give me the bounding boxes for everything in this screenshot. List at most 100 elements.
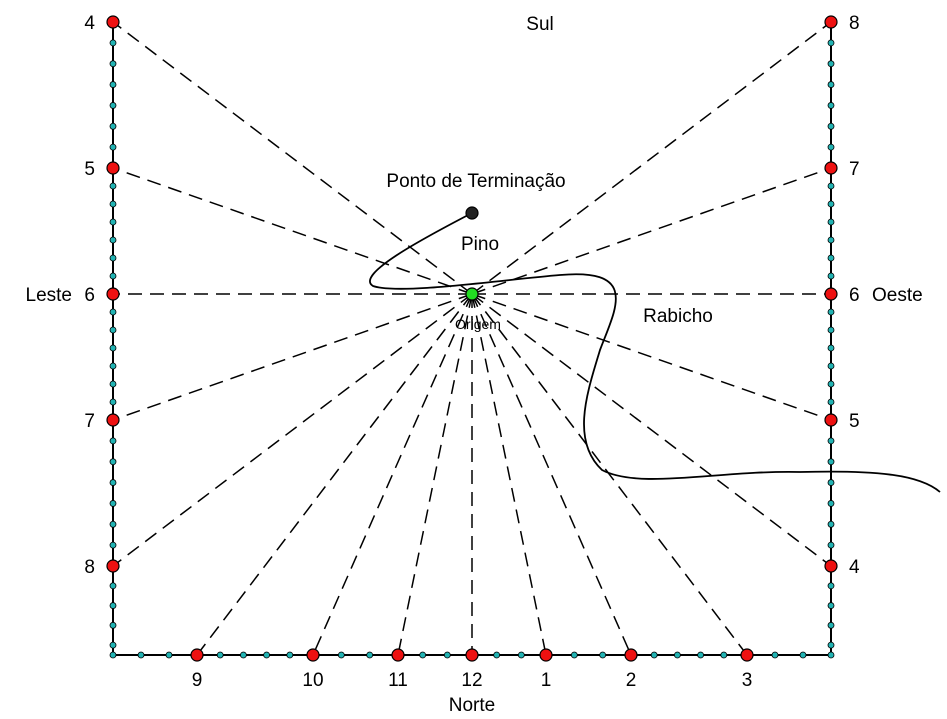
minor-tick-marker	[216, 651, 224, 659]
minor-tick-marker	[827, 254, 835, 262]
minor-tick-marker	[827, 344, 835, 352]
minor-tick-marker	[827, 60, 835, 68]
hour-line-bottom-10	[312, 293, 473, 656]
hour-line-right-5	[471, 293, 832, 421]
minor-tick-marker	[599, 651, 607, 659]
hour-label-bottom: 2	[626, 670, 637, 691]
hour-lines	[112, 21, 832, 656]
minor-tick-marker	[827, 218, 835, 226]
hour-line-bottom-9	[196, 293, 473, 656]
hour-label-left: 7	[84, 411, 95, 432]
minor-tick-marker	[109, 39, 117, 47]
minor-tick-marker	[109, 308, 117, 316]
hour-marker-right-4	[824, 559, 838, 573]
minor-tick-marker	[771, 651, 779, 659]
minor-tick-marker	[827, 122, 835, 130]
hour-label-left: 6	[84, 285, 95, 306]
west-label: Oeste	[872, 285, 923, 306]
minor-tick-marker	[263, 651, 271, 659]
minor-tick-marker	[650, 651, 658, 659]
minor-tick-marker	[827, 500, 835, 507]
minor-tick-marker	[827, 143, 835, 151]
hour-marker-left-8	[106, 559, 120, 573]
tail-label: Rabicho	[643, 306, 713, 327]
minor-tick-marker	[109, 102, 117, 109]
minor-tick-marker	[827, 437, 835, 445]
minor-tick-marker	[827, 200, 835, 208]
minor-tick-marker	[697, 651, 704, 659]
hour-label-right: 5	[849, 411, 860, 432]
hour-line-right-7	[471, 167, 832, 295]
minor-tick-marker	[827, 272, 835, 280]
hour-label-left: 4	[84, 13, 95, 34]
hour-marker-left-7	[106, 413, 120, 427]
hour-line-bottom-2	[471, 293, 632, 656]
hour-label-right: 7	[849, 159, 860, 180]
minor-tick-marker	[419, 651, 427, 659]
minor-tick-marker	[109, 326, 117, 334]
hour-marker-bottom-3	[740, 648, 754, 662]
minor-tick-marker	[109, 200, 117, 208]
minor-tick-marker	[827, 520, 835, 528]
minor-tick-marker	[165, 651, 173, 659]
minor-tick-marker	[493, 651, 501, 659]
minor-tick-marker	[443, 651, 451, 659]
east-label: Leste	[26, 285, 72, 306]
minor-tick-marker	[827, 541, 835, 549]
minor-tick-marker	[674, 651, 681, 659]
hour-marker-left-4	[106, 15, 120, 29]
termination-point-label: Ponto de Terminação	[386, 171, 565, 192]
minor-tick-marker	[109, 602, 117, 609]
minor-tick-marker	[109, 398, 117, 406]
minor-tick-marker	[827, 39, 835, 47]
pin-label: Pino	[461, 234, 499, 255]
minor-tick-marker	[109, 218, 117, 226]
hour-label-left: 8	[84, 557, 95, 578]
hour-label-right: 8	[849, 13, 860, 34]
hour-marker-left-6	[106, 287, 120, 301]
minor-tick-marker	[109, 362, 117, 370]
hour-label-bottom: 1	[541, 670, 552, 691]
minor-tick-marker	[109, 500, 117, 507]
minor-tick-marker	[109, 479, 117, 486]
minor-tick-marker	[109, 520, 117, 528]
origin-label: Origem	[455, 316, 501, 332]
minor-tick-marker	[720, 651, 728, 659]
hour-line-bottom-1	[471, 293, 547, 656]
hour-marker-right-5	[824, 413, 838, 427]
minor-tick-marker	[109, 621, 117, 629]
minor-tick-marker	[827, 458, 835, 466]
minor-tick-marker	[109, 582, 117, 590]
hour-line-left-5	[112, 167, 473, 295]
minor-tick-marker	[109, 143, 117, 151]
minor-tick-marker	[109, 81, 117, 88]
minor-tick-marker	[799, 651, 807, 659]
minor-tick-marker	[109, 651, 117, 659]
hour-line-right-8	[471, 21, 832, 295]
minor-tick-marker	[286, 651, 294, 659]
minor-tick-marker	[827, 398, 835, 406]
minor-tick-marker	[827, 621, 835, 629]
hour-marker-bottom-10	[306, 648, 320, 662]
minor-tick-marker	[827, 102, 835, 109]
minor-tick-marker	[827, 479, 835, 486]
hour-marker-right-7	[824, 161, 838, 175]
hour-label-right: 6	[849, 285, 860, 306]
hour-line-left-7	[112, 293, 473, 421]
minor-tick-marker	[827, 81, 835, 88]
hour-marker-bottom-9	[190, 648, 204, 662]
hour-line-left-8	[112, 293, 473, 567]
hour-line-bottom-11	[397, 293, 473, 656]
minor-tick-marker	[827, 236, 835, 244]
minor-tick-marker	[109, 272, 117, 280]
hour-label-bottom: 10	[302, 670, 323, 691]
hour-line-bottom-3	[471, 293, 748, 656]
hour-label-right: 4	[849, 557, 860, 578]
minor-tick-marker	[337, 651, 345, 659]
minor-tick-marker	[109, 437, 117, 445]
hour-marker-right-8	[824, 15, 838, 29]
south-label: Sul	[526, 14, 553, 35]
minor-tick-marker	[109, 344, 117, 352]
